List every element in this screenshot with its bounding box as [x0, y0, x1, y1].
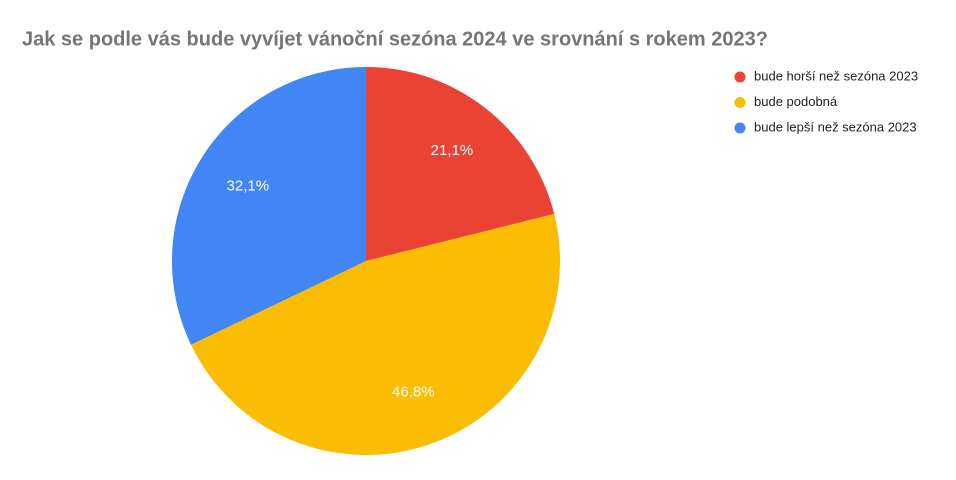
chart-title: Jak se podle vás bude vyvíjet vánoční se… [22, 28, 768, 50]
legend-label: bude lepší než sezóna 2023 [754, 119, 917, 134]
slice-label: 32,1% [227, 177, 270, 194]
pie-slice [171, 67, 366, 345]
pie-slice [366, 67, 555, 261]
pie-slice [190, 213, 560, 455]
legend-swatch [734, 71, 746, 83]
slice-label: 46,8% [392, 383, 435, 400]
legend-label: bude podobná [754, 94, 838, 109]
legend-label: bude horší než sezóna 2023 [754, 68, 918, 83]
slice-label: 21,1% [431, 142, 474, 159]
legend-swatch [734, 122, 746, 134]
legend-swatch [734, 97, 746, 108]
